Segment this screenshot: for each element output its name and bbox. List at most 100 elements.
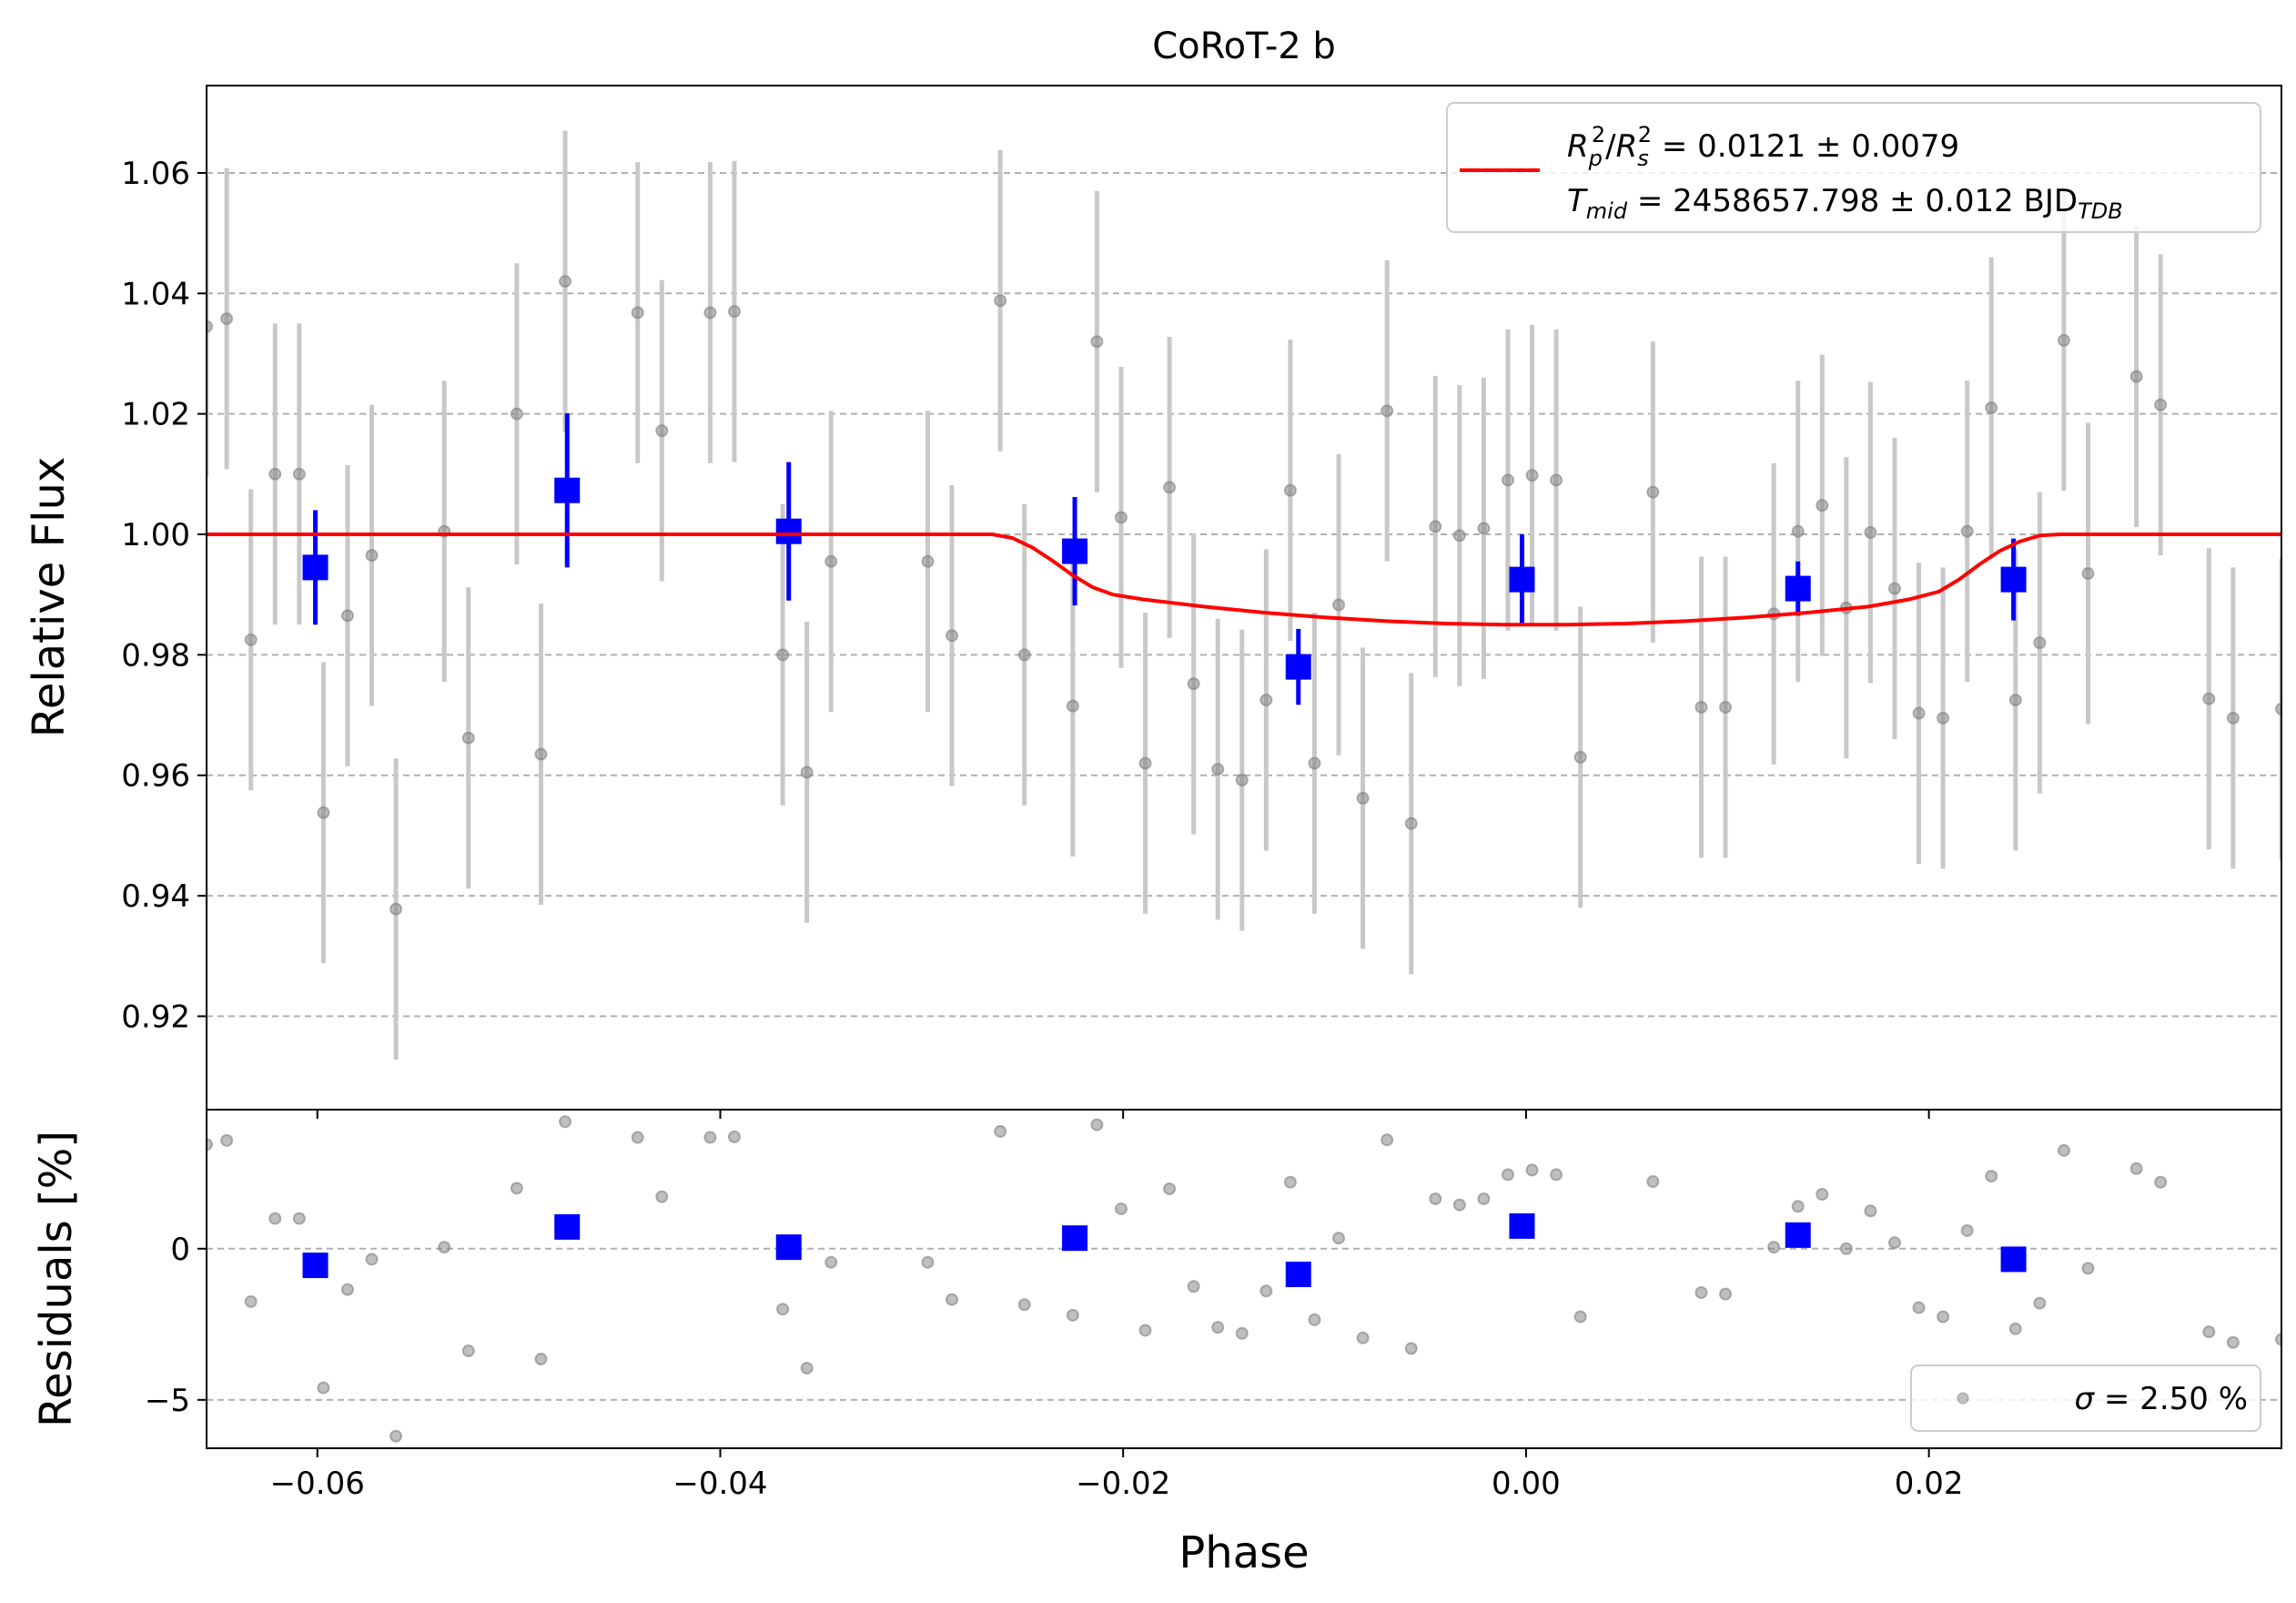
- flux-data-point: [2275, 702, 2281, 715]
- flux-data-point: [800, 766, 814, 779]
- residuals-data-point: [1501, 1168, 1514, 1182]
- flux-y-tick-label: 1.02: [121, 397, 190, 433]
- residuals-binned-point: [2000, 1246, 2027, 1273]
- flux-data-point: [292, 467, 306, 481]
- flux-y-tick-label: 0.98: [121, 637, 190, 674]
- flux-data-point: [703, 306, 717, 320]
- residuals-data-point: [2202, 1325, 2216, 1339]
- residuals-data-point: [1550, 1168, 1563, 1182]
- residuals-data-point: [1259, 1284, 1273, 1298]
- residuals-x-tick-label: −0.04: [673, 1466, 767, 1502]
- flux-data-point: [2057, 333, 2070, 347]
- residuals-data-point: [244, 1294, 258, 1308]
- flux-data-point: [1429, 520, 1442, 533]
- flux-data-point: [994, 294, 1007, 308]
- residuals-data-point: [703, 1131, 717, 1144]
- flux-data-point: [655, 424, 669, 438]
- residuals-y-tick-label: 0: [170, 1232, 190, 1268]
- residuals-data-point: [1864, 1204, 1877, 1218]
- flux-data-point: [1864, 526, 1877, 540]
- flux-binned-point: [775, 518, 802, 544]
- flux-binned-point: [2000, 566, 2027, 593]
- flux-data-point: [1066, 699, 1079, 713]
- flux-data-point: [2008, 694, 2022, 706]
- flux-data-point: [1356, 791, 1370, 805]
- flux-binned-point: [1285, 654, 1311, 680]
- flux-y-axis-label: Relative Flux: [24, 457, 75, 738]
- residuals-binned-point: [1062, 1225, 1088, 1252]
- residuals-data-point: [1573, 1310, 1587, 1324]
- flux-data-point: [244, 633, 258, 646]
- legend-r1-subscript: p: [1588, 146, 1603, 171]
- flux-data-point: [2129, 370, 2143, 383]
- residuals-data-point: [1090, 1118, 1104, 1131]
- flux-data-point: [220, 312, 234, 326]
- residuals-data-point: [946, 1293, 959, 1306]
- residuals-binned-point: [302, 1253, 329, 1279]
- residuals-data-point: [1791, 1200, 1805, 1213]
- residuals-plot-frame: [206, 1109, 2282, 1449]
- residuals-data-point: [824, 1255, 838, 1269]
- flux-data-point: [1138, 756, 1152, 770]
- residuals-data-point: [1429, 1192, 1442, 1205]
- residuals-data-point: [389, 1429, 403, 1443]
- flux-data-point: [1381, 404, 1394, 418]
- residuals-data-point: [1719, 1287, 1733, 1301]
- legend-sigma-value: = 2.50 %: [2094, 1381, 2248, 1417]
- flux-data-point: [1332, 598, 1346, 612]
- residuals-data-point: [2008, 1322, 2022, 1335]
- residuals-data-point: [534, 1353, 548, 1366]
- flux-data-point: [2226, 711, 2240, 725]
- legend-t-symbol: T: [1567, 183, 1588, 219]
- flux-data-point: [1477, 522, 1491, 535]
- flux-data-point: [1960, 524, 1974, 538]
- residuals-data-point: [2129, 1162, 2143, 1175]
- flux-data-point: [2202, 692, 2216, 705]
- flux-data-point: [1550, 473, 1563, 487]
- x-axis-label: Phase: [1178, 1527, 1309, 1578]
- flux-data-point: [1235, 774, 1249, 787]
- residuals-data-point: [317, 1381, 330, 1395]
- residuals-data-point: [2033, 1296, 2047, 1310]
- residuals-data-point: [2275, 1333, 2281, 1346]
- residuals-data-point: [2057, 1143, 2070, 1157]
- flux-data-point: [824, 554, 838, 568]
- flux-data-point: [1985, 401, 1998, 415]
- flux-data-point: [1114, 511, 1128, 524]
- residuals-data-point: [1356, 1331, 1370, 1344]
- residuals-data-point: [1163, 1182, 1177, 1196]
- flux-ticks: 0.92 0.94 0.96 0.98 1.00 1.02 1.04 1.06: [121, 156, 1930, 1119]
- flux-data-point: [268, 467, 282, 481]
- legend-r2-superscript: 2: [1638, 122, 1652, 147]
- legend-mid-time-value: = 2458657.798 ± 0.012 BJD: [1627, 183, 2078, 219]
- residuals-data-point: [292, 1212, 306, 1225]
- legend-r2-subscript: s: [1637, 146, 1649, 171]
- flux-data-point: [946, 629, 959, 643]
- residuals-binned-point: [554, 1213, 581, 1240]
- residuals-data-point: [1452, 1198, 1466, 1212]
- flux-data-point: [921, 554, 935, 568]
- residuals-data-point: [1694, 1285, 1708, 1299]
- flux-data-point: [461, 731, 475, 745]
- residuals-data-point: [1937, 1310, 1950, 1324]
- flux-legend-box: [1446, 102, 2261, 233]
- residuals-data-point: [1187, 1280, 1200, 1294]
- residuals-data-point: [1308, 1313, 1321, 1326]
- residuals-data-point: [1646, 1175, 1660, 1189]
- residuals-x-tick-label: −0.06: [270, 1466, 365, 1502]
- flux-data-point: [1308, 756, 1321, 770]
- residuals-data-point: [1839, 1242, 1853, 1255]
- flux-data-point: [1937, 711, 1950, 725]
- residuals-data-point: [800, 1361, 814, 1375]
- residuals-legend-box: [1910, 1365, 2261, 1432]
- flux-binned-point: [554, 477, 581, 503]
- residuals-data-point: [994, 1124, 1007, 1138]
- residuals-panel: −5 0 −0.06 −0.04 −0.02 0.00 0.02 Residuals [%]…: [31, 1109, 2282, 1578]
- residuals-data-point: [2081, 1262, 2095, 1275]
- residuals-data-point: [365, 1253, 379, 1266]
- residuals-data-point: [1887, 1236, 1901, 1250]
- residuals-data-point: [1332, 1232, 1346, 1245]
- flux-data-point: [1090, 335, 1104, 349]
